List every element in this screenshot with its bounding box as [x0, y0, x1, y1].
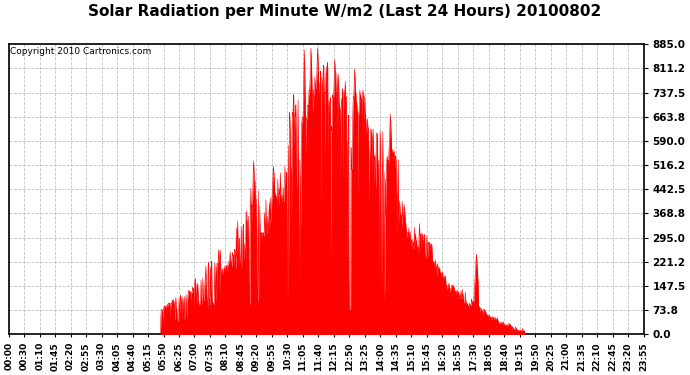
Text: Solar Radiation per Minute W/m2 (Last 24 Hours) 20100802: Solar Radiation per Minute W/m2 (Last 24…: [88, 4, 602, 19]
Text: Copyright 2010 Cartronics.com: Copyright 2010 Cartronics.com: [10, 47, 151, 56]
